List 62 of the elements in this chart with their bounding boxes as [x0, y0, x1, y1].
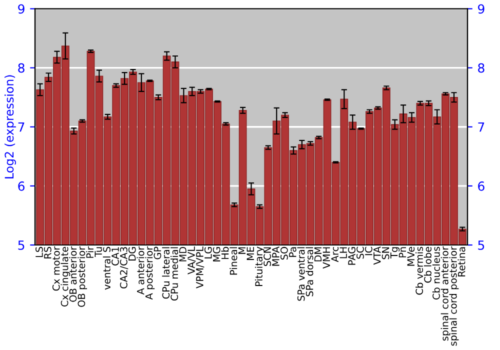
y-tick-label: 7	[18, 122, 24, 132]
x-tick-label: SN	[382, 247, 390, 260]
x-tick-label: Cb nucleus	[432, 246, 440, 300]
x-tick-label: PAG	[348, 247, 356, 265]
x-tick-label: M	[238, 247, 246, 254]
x-tick-label: OB anterior	[69, 246, 77, 302]
x-tick-label: VTA	[374, 246, 381, 265]
x-tick-label: GP	[154, 246, 162, 260]
x-tick-label: VMH	[322, 247, 330, 269]
x-tick-label: A posterior	[145, 246, 155, 300]
x-tick-label: ME	[246, 247, 254, 260]
y-tick-label: 8	[18, 63, 24, 73]
x-tick-label: Retina	[458, 247, 466, 276]
x-tick-label: VPM/VPL	[196, 246, 204, 288]
x-tick-label: Cb vermis	[415, 246, 424, 295]
x-tick-label: Tu	[94, 247, 102, 258]
x-tick-label: IC	[364, 246, 372, 256]
x-tick-label: Pir	[86, 246, 94, 258]
x-tick-label: Cx cingulate	[60, 246, 70, 306]
x-tick-label: CPu lateral	[162, 247, 170, 299]
y2-tick-label: 9	[478, 4, 484, 14]
x-tick-label: MPA	[272, 246, 280, 266]
x-tick-label: LS	[36, 246, 43, 258]
y-axis-title: Log2 (expression)	[4, 75, 16, 178]
x-tick-label: LH	[340, 247, 347, 258]
y2-tick-label: 6	[478, 181, 484, 191]
x-tick-label: Hb	[221, 246, 229, 259]
x-tick-label: LG	[204, 247, 212, 258]
x-tick-label: DG	[128, 247, 136, 260]
x-tick-label: SO	[280, 246, 288, 260]
y2-tick-label: 5	[478, 240, 484, 250]
x-tick-label: MVe	[407, 246, 415, 266]
y-tick-label: 9	[18, 4, 24, 14]
x-tick-label: VA/VL	[188, 246, 196, 274]
x-tick-label: SPa ventral	[297, 247, 305, 301]
x-tick-label: Pn	[398, 247, 406, 258]
x-tick-label: Cx motor	[52, 246, 60, 291]
x-tick-label: Cb lobe	[424, 246, 432, 283]
y-tick-label: 5	[18, 240, 24, 250]
y-tick-label: 6	[18, 181, 24, 191]
x-tick-label: CA2/CA3	[120, 247, 128, 288]
x-tick-label: Pituitary	[254, 246, 264, 286]
x-tick-label: Tg	[390, 247, 400, 259]
x-tick-label: CA1	[112, 247, 119, 266]
y2-tick-label: 8	[478, 63, 484, 73]
x-tick-label: Pa	[289, 247, 296, 257]
y2-tick-label: 7	[478, 122, 484, 132]
x-tick-label: spinal cord posterior	[449, 246, 459, 346]
x-tick-label: OB posterior	[78, 246, 88, 307]
x-tick-label: ventral S	[102, 246, 110, 290]
x-tick-label: SC	[356, 246, 364, 259]
x-tick-label: MG	[212, 247, 220, 262]
x-tick-label: A anterior	[136, 246, 144, 295]
x-tick-label: CPu medial	[170, 247, 178, 301]
x-tick-label: Pineal	[230, 247, 238, 275]
x-tick-label: RS	[44, 246, 52, 258]
x-tick-label: spinal cord anterior	[440, 246, 450, 341]
x-tick-label: SCN	[264, 247, 271, 266]
x-tick-label: Arc	[331, 246, 339, 262]
x-tick-label: MD	[179, 246, 186, 262]
x-tick-label: SPa dorsal	[306, 247, 314, 296]
x-tick-label: DM	[314, 247, 322, 262]
